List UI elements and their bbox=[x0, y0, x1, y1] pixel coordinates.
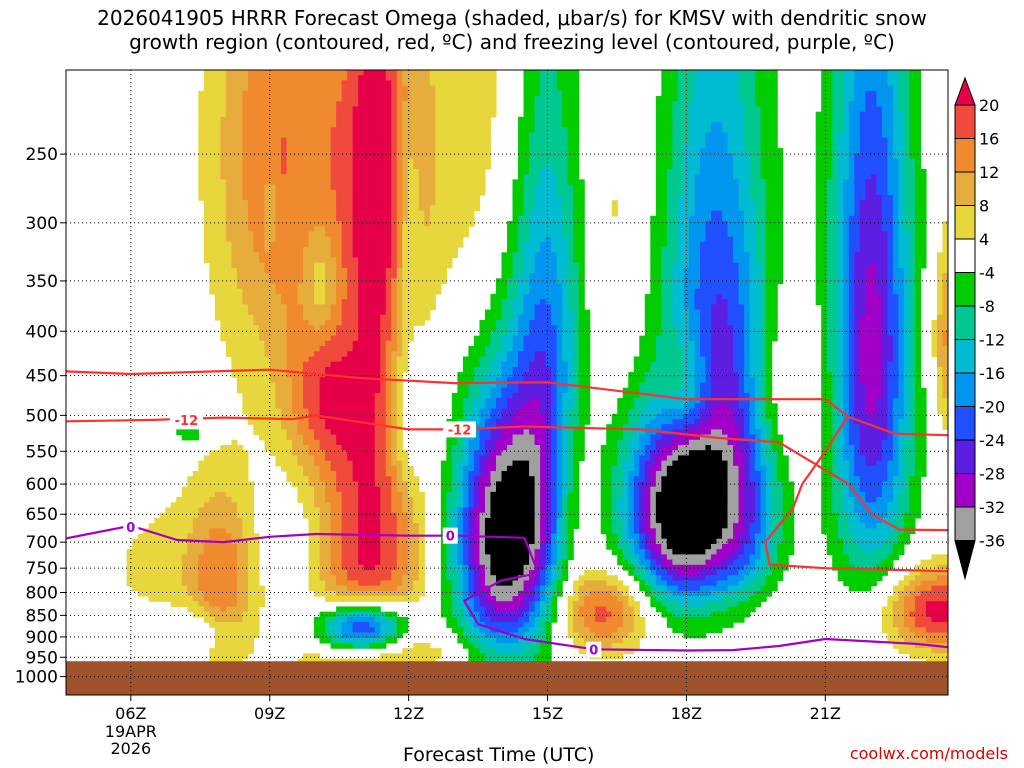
y-tick-label: 500 bbox=[26, 406, 58, 426]
y-tick-label: 750 bbox=[26, 559, 58, 579]
contour-label: 0 bbox=[446, 530, 455, 545]
chart-title-line-2: growth region (contoured, red, ºC) and f… bbox=[129, 30, 895, 54]
contour-label-bg bbox=[123, 518, 139, 535]
contour-labels: -12 -12 0 0 0 bbox=[123, 411, 602, 659]
grid-lines bbox=[66, 70, 948, 695]
colorbar-band bbox=[954, 339, 976, 374]
contour-label: -12 bbox=[175, 414, 199, 429]
omega-shading bbox=[126, 70, 948, 695]
colorbar-label: -4 bbox=[979, 264, 995, 283]
colorbar-top-arrow bbox=[954, 76, 976, 106]
y-tick-label: 1000 bbox=[15, 668, 58, 688]
y-tick-label: 350 bbox=[26, 272, 58, 292]
contour-label-bg bbox=[442, 527, 458, 544]
colorbar-label: 12 bbox=[979, 163, 999, 182]
colorbar-band bbox=[954, 473, 976, 508]
y-tick-label: 900 bbox=[26, 628, 58, 648]
site-credit: coolwx.com/models bbox=[849, 744, 1008, 763]
contour-label-bg bbox=[443, 421, 477, 438]
ground-fill bbox=[66, 661, 948, 695]
colorbar-band bbox=[954, 272, 976, 307]
y-tick-label: 250 bbox=[26, 145, 58, 165]
x-tick-label: 18Z bbox=[671, 704, 702, 723]
y-tick-label: 700 bbox=[26, 533, 58, 553]
colorbar-label: -28 bbox=[979, 465, 1005, 484]
x-tick-label: 21Z bbox=[810, 704, 841, 723]
colorbar-label: 16 bbox=[979, 130, 999, 149]
colorbar-label: -20 bbox=[979, 398, 1005, 417]
x-tick-label: 15Z bbox=[532, 704, 563, 723]
colorbar-band bbox=[954, 171, 976, 206]
colorbar-band bbox=[954, 439, 976, 474]
contour-line bbox=[66, 368, 948, 437]
contour-line bbox=[764, 414, 948, 573]
colorbar: 20 16 12 8 4 -4 -8 -12 -16 -20 -24 -28 -32 -36 bbox=[954, 76, 1005, 581]
y-tick-label: 600 bbox=[26, 475, 58, 495]
colorbar-band bbox=[954, 104, 976, 139]
x-axis-label: Forecast Time (UTC) bbox=[403, 744, 595, 766]
chart-title-line-1: 2026041905 HRRR Forecast Omega (shaded, … bbox=[97, 6, 927, 30]
y-tick-label: 650 bbox=[26, 505, 58, 525]
y-tick-label: 850 bbox=[26, 606, 58, 626]
x-tick-label: 06Z bbox=[115, 704, 146, 723]
colorbar-label: -12 bbox=[979, 331, 1005, 350]
contour-label: -12 bbox=[448, 423, 472, 438]
y-tick-label: 550 bbox=[26, 442, 58, 462]
y-tick-label: 400 bbox=[26, 322, 58, 342]
contour-line bbox=[66, 524, 948, 652]
colorbar-label: -32 bbox=[979, 498, 1005, 517]
contour-label: 0 bbox=[589, 644, 598, 659]
x-date-label: 19APR bbox=[105, 722, 157, 741]
y-tick-label: 450 bbox=[26, 367, 58, 387]
colorbar-label: -8 bbox=[979, 297, 995, 316]
contour-label: 0 bbox=[126, 521, 135, 536]
x-date-label: 2026 bbox=[110, 739, 151, 758]
colorbar-label: 8 bbox=[979, 197, 989, 216]
colorbar-band bbox=[954, 406, 976, 441]
plot-frame bbox=[65, 69, 949, 696]
y-tick-label: 950 bbox=[26, 648, 58, 668]
contour-lines bbox=[66, 368, 948, 652]
ground-layer bbox=[66, 661, 948, 695]
colorbar-band bbox=[954, 372, 976, 407]
colorbar-label: -16 bbox=[979, 364, 1005, 383]
colorbar-label: 20 bbox=[979, 96, 999, 115]
colorbar-band bbox=[954, 238, 976, 273]
colorbar-band bbox=[954, 305, 976, 340]
x-tick-label: 12Z bbox=[393, 704, 424, 723]
y-tick-label: 800 bbox=[26, 584, 58, 604]
x-tick-label: 09Z bbox=[254, 704, 285, 723]
colorbar-label: -36 bbox=[979, 532, 1005, 551]
contour-label-bg bbox=[586, 641, 602, 658]
colorbar-bottom-arrow bbox=[954, 540, 976, 581]
colorbar-band bbox=[954, 138, 976, 173]
y-axis: 2503003504004505005506006507007508008509… bbox=[15, 145, 66, 688]
colorbar-band bbox=[954, 205, 976, 240]
colorbar-band bbox=[954, 506, 976, 541]
contour-label-bg bbox=[169, 411, 203, 428]
y-tick-label: 300 bbox=[26, 214, 58, 234]
contour-line bbox=[66, 414, 948, 532]
colorbar-label: -24 bbox=[979, 431, 1005, 450]
colorbar-label: 4 bbox=[979, 230, 989, 249]
